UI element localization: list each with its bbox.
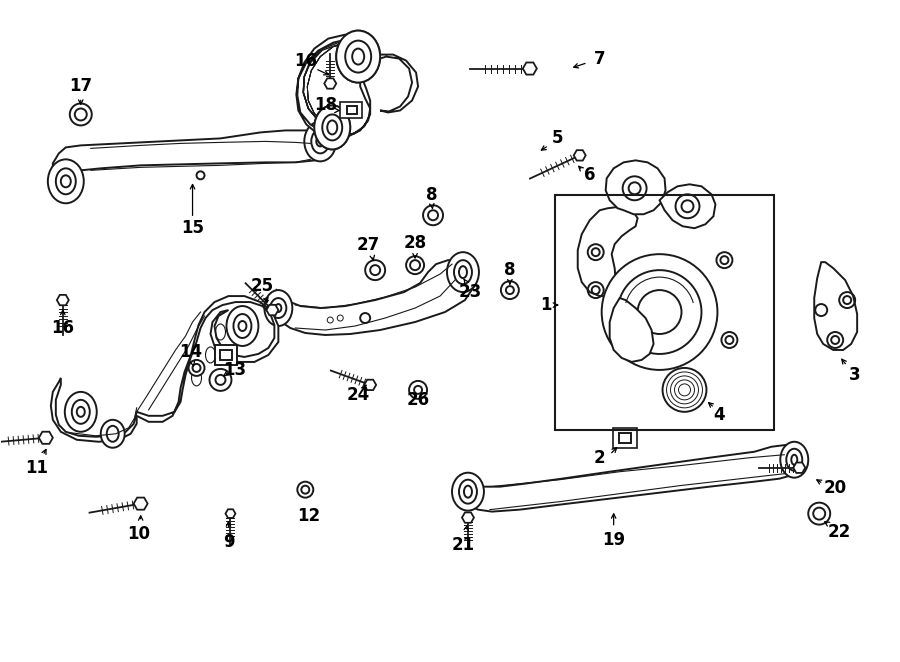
- Text: 6: 6: [584, 166, 596, 184]
- Text: 2: 2: [594, 449, 606, 467]
- Text: 15: 15: [181, 219, 204, 237]
- Bar: [347, 107, 357, 115]
- Polygon shape: [523, 62, 536, 75]
- Polygon shape: [53, 130, 335, 194]
- Polygon shape: [324, 78, 337, 89]
- Polygon shape: [609, 298, 653, 362]
- Text: 20: 20: [824, 479, 847, 496]
- Ellipse shape: [304, 121, 337, 162]
- Bar: [215, 345, 238, 365]
- Text: 22: 22: [828, 522, 850, 541]
- Polygon shape: [50, 296, 278, 442]
- Polygon shape: [39, 432, 53, 444]
- Text: 11: 11: [25, 459, 49, 477]
- Text: 16: 16: [293, 52, 317, 70]
- Circle shape: [297, 482, 313, 498]
- Bar: [220, 350, 232, 360]
- Text: 8: 8: [504, 261, 516, 279]
- Circle shape: [70, 103, 92, 125]
- Text: 3: 3: [850, 366, 861, 384]
- Ellipse shape: [337, 30, 380, 83]
- Polygon shape: [296, 34, 418, 138]
- Polygon shape: [462, 512, 474, 523]
- Polygon shape: [606, 160, 665, 214]
- Circle shape: [662, 368, 706, 412]
- Text: 26: 26: [407, 391, 429, 409]
- Text: 7: 7: [594, 50, 606, 68]
- Circle shape: [410, 381, 427, 399]
- Ellipse shape: [780, 442, 808, 478]
- Text: 23: 23: [458, 283, 482, 301]
- Text: 25: 25: [251, 277, 274, 295]
- Polygon shape: [578, 207, 637, 296]
- Ellipse shape: [227, 306, 258, 346]
- Text: 24: 24: [346, 386, 370, 404]
- Circle shape: [423, 205, 443, 225]
- Ellipse shape: [101, 420, 125, 448]
- Polygon shape: [814, 262, 857, 350]
- Text: 17: 17: [69, 77, 93, 95]
- Polygon shape: [266, 305, 278, 315]
- Circle shape: [808, 502, 830, 524]
- Ellipse shape: [265, 290, 292, 326]
- Text: 28: 28: [403, 234, 427, 252]
- Ellipse shape: [314, 105, 350, 150]
- Text: 18: 18: [314, 97, 337, 115]
- Circle shape: [365, 260, 385, 280]
- Polygon shape: [660, 184, 716, 228]
- Bar: [554, 195, 774, 430]
- Bar: [613, 428, 636, 448]
- Polygon shape: [134, 498, 148, 510]
- Text: 13: 13: [223, 361, 246, 379]
- Circle shape: [602, 254, 717, 370]
- Circle shape: [188, 360, 204, 376]
- Ellipse shape: [48, 160, 84, 203]
- Polygon shape: [364, 380, 376, 390]
- Text: 4: 4: [714, 406, 725, 424]
- Polygon shape: [573, 150, 586, 161]
- Text: 1: 1: [540, 296, 552, 314]
- Text: 21: 21: [452, 536, 474, 553]
- Ellipse shape: [337, 30, 380, 83]
- Text: 8: 8: [427, 186, 437, 205]
- Polygon shape: [57, 295, 68, 305]
- Text: 9: 9: [222, 532, 234, 551]
- Ellipse shape: [65, 392, 96, 432]
- Ellipse shape: [452, 473, 484, 510]
- Text: 5: 5: [552, 129, 563, 148]
- Polygon shape: [226, 509, 236, 518]
- Text: 12: 12: [297, 506, 320, 524]
- Text: 19: 19: [602, 530, 626, 549]
- Ellipse shape: [447, 252, 479, 292]
- Text: 27: 27: [356, 236, 380, 254]
- Circle shape: [501, 281, 519, 299]
- Text: 10: 10: [127, 524, 150, 543]
- Text: 16: 16: [51, 319, 75, 337]
- Text: 14: 14: [179, 343, 203, 361]
- Bar: [340, 103, 362, 118]
- Circle shape: [210, 369, 231, 391]
- Polygon shape: [460, 445, 807, 512]
- Polygon shape: [273, 260, 476, 335]
- Polygon shape: [793, 463, 806, 473]
- Ellipse shape: [314, 105, 350, 150]
- Bar: [618, 433, 631, 443]
- Circle shape: [406, 256, 424, 274]
